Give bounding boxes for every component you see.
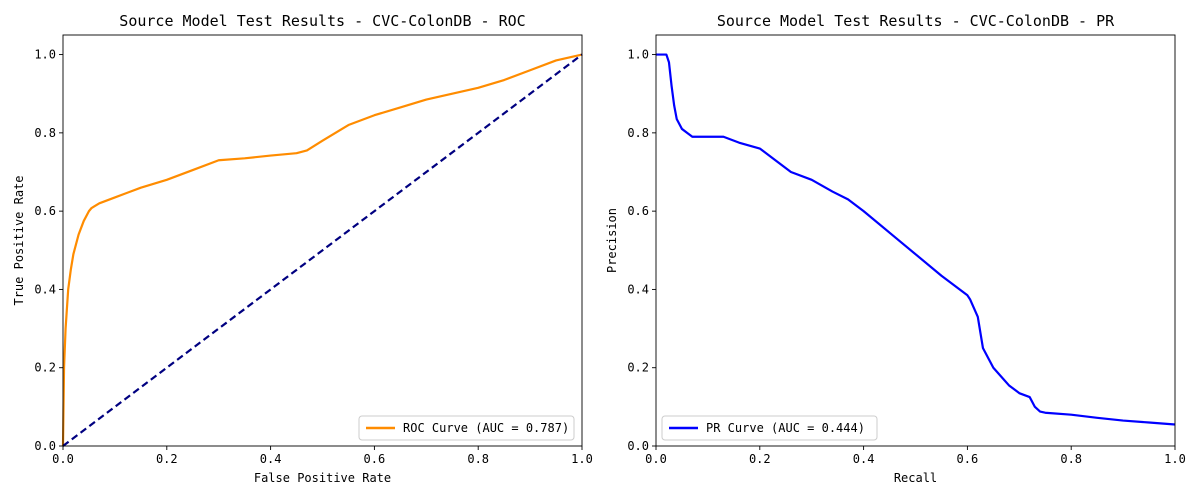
y-tick-label: 0.4 xyxy=(34,282,56,296)
x-tick-label: 0.2 xyxy=(749,452,771,466)
pr-panel: Source Model Test Results - CVC-ColonDB … xyxy=(605,12,1186,485)
series-line-0 xyxy=(61,53,583,447)
legend-entry: PR Curve (AUC = 0.444) xyxy=(706,421,865,435)
roc-panel: Source Model Test Results - CVC-ColonDB … xyxy=(12,12,593,485)
y-tick-label: 0.6 xyxy=(627,204,649,218)
legend: ROC Curve (AUC = 0.787) xyxy=(358,415,575,441)
legend: PR Curve (AUC = 0.444) xyxy=(661,415,878,441)
y-tick-label: 0.8 xyxy=(627,126,649,140)
x-tick-label: 0.6 xyxy=(957,452,979,466)
chance-line xyxy=(62,53,583,447)
x-tick-label: 1.0 xyxy=(571,452,593,466)
legend-box xyxy=(358,415,575,441)
x-axis-label: False Positive Rate xyxy=(254,471,391,485)
x-tick-label: 0.8 xyxy=(1060,452,1082,466)
chart-title: Source Model Test Results - CVC-ColonDB … xyxy=(717,12,1115,30)
y-tick-label: 0.2 xyxy=(627,361,649,375)
y-tick-label: 0.8 xyxy=(34,126,56,140)
chart-title: Source Model Test Results - CVC-ColonDB … xyxy=(119,12,525,30)
y-tick-label: 0.0 xyxy=(627,439,649,453)
plot-frame xyxy=(62,34,583,447)
y-axis-label: Precision xyxy=(605,208,619,273)
y-tick-label: 0.0 xyxy=(34,439,56,453)
x-tick-label: 0.0 xyxy=(52,452,74,466)
plot-frame xyxy=(655,34,1176,447)
x-axis-label: Recall xyxy=(894,471,937,485)
legend-entry: ROC Curve (AUC = 0.787) xyxy=(403,421,569,435)
y-tick-label: 0.6 xyxy=(34,204,56,218)
y-tick-label: 0.2 xyxy=(34,361,56,375)
legend-box xyxy=(661,415,878,441)
x-tick-label: 0.4 xyxy=(260,452,282,466)
y-tick-label: 0.4 xyxy=(627,282,649,296)
y-tick-label: 1.0 xyxy=(627,48,649,62)
x-tick-label: 0.6 xyxy=(364,452,386,466)
x-tick-label: 0.0 xyxy=(645,452,667,466)
y-axis-label: True Positive Rate xyxy=(12,175,26,305)
y-tick-label: 1.0 xyxy=(34,48,56,62)
x-tick-label: 0.2 xyxy=(156,452,178,466)
x-tick-label: 0.4 xyxy=(853,452,875,466)
x-tick-label: 1.0 xyxy=(1164,452,1186,466)
x-tick-label: 0.8 xyxy=(467,452,489,466)
series-line-0 xyxy=(656,53,1176,426)
